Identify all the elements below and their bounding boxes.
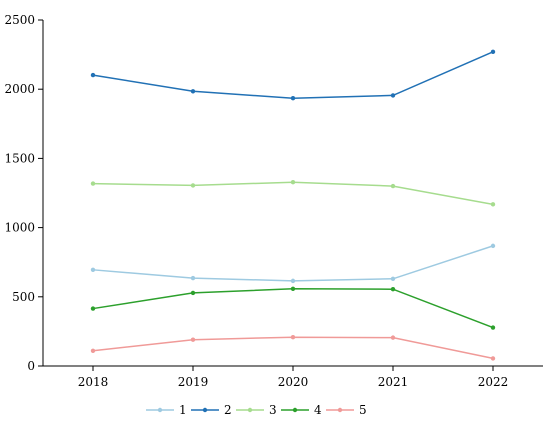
legend-marker-2 bbox=[202, 407, 208, 413]
legend-label-1: 1 bbox=[179, 403, 187, 417]
legend-marker-5 bbox=[337, 407, 343, 413]
legend-label-5: 5 bbox=[359, 403, 367, 417]
series-5-point bbox=[490, 356, 496, 361]
series-3-point bbox=[490, 202, 496, 207]
y-tick-label: 1500 bbox=[4, 151, 35, 165]
series-3-point bbox=[90, 181, 96, 186]
y-tick-label: 2500 bbox=[4, 13, 35, 27]
series-4-point bbox=[190, 290, 196, 296]
x-tick-label: 2022 bbox=[478, 375, 509, 389]
legend-marker-4 bbox=[292, 407, 298, 413]
series-group bbox=[90, 49, 496, 361]
series-5-point bbox=[90, 348, 96, 353]
series-4-point bbox=[90, 306, 96, 311]
series-2-point bbox=[490, 49, 496, 55]
series-2-line bbox=[92, 51, 494, 99]
series-1-point bbox=[190, 275, 196, 281]
series-3-line bbox=[92, 181, 494, 206]
legend-label-2: 2 bbox=[224, 403, 232, 417]
x-tick-label: 2019 bbox=[178, 375, 209, 389]
series-4-point bbox=[490, 325, 496, 330]
series-2-point bbox=[90, 72, 96, 78]
series-4-point bbox=[290, 286, 296, 291]
x-tick-label: 2020 bbox=[278, 375, 309, 389]
series-2-point bbox=[190, 89, 196, 94]
series-5-point bbox=[190, 337, 196, 342]
series-2-point bbox=[390, 93, 396, 98]
series-3-point bbox=[190, 183, 196, 188]
series-5-line bbox=[92, 336, 494, 360]
legend-label-4: 4 bbox=[314, 403, 322, 417]
axes: 0 500 1000 1500 2000 2500 2018 2019 2020 2021 2022 bbox=[4, 13, 543, 389]
y-tick-label: 2000 bbox=[4, 82, 35, 96]
series-3-point bbox=[390, 183, 396, 189]
y-tick-label: 500 bbox=[12, 290, 35, 304]
series-5-point bbox=[290, 335, 296, 340]
x-tick-label: 2021 bbox=[378, 375, 409, 389]
legend-marker-1 bbox=[157, 407, 163, 413]
legend-label-3: 3 bbox=[269, 403, 277, 417]
legend: 1 2 3 4 5 bbox=[146, 403, 367, 417]
series-3-point bbox=[290, 180, 296, 185]
series-1-point bbox=[290, 278, 296, 284]
legend-marker-3 bbox=[247, 407, 253, 413]
series-2-point bbox=[290, 95, 296, 101]
series-4-point bbox=[390, 286, 396, 292]
x-tick-label: 2018 bbox=[78, 375, 109, 389]
y-tick-label: 0 bbox=[27, 359, 35, 373]
series-1-point bbox=[390, 276, 396, 282]
series-5-point bbox=[390, 335, 396, 340]
series-1-point bbox=[90, 267, 96, 273]
series-4-line bbox=[92, 288, 494, 329]
series-1-line bbox=[92, 245, 494, 282]
y-tick-label: 1000 bbox=[4, 221, 35, 235]
series-1-point bbox=[490, 243, 496, 249]
